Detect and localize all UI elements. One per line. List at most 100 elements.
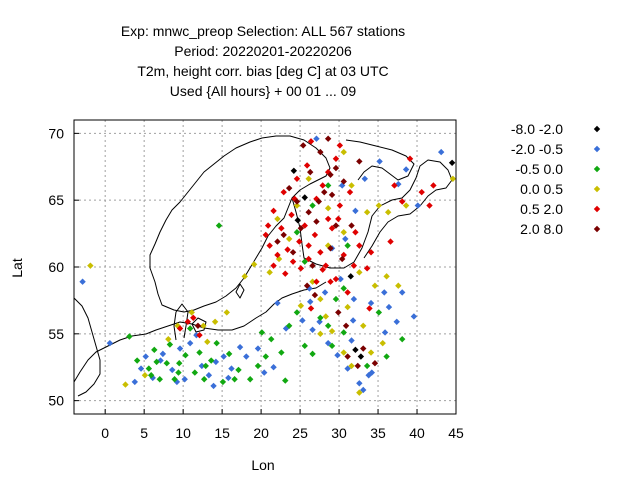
data-point <box>362 176 368 182</box>
data-point <box>305 242 311 248</box>
data-point <box>372 283 378 289</box>
data-point <box>387 238 393 244</box>
data-point <box>261 369 267 375</box>
data-point <box>203 363 209 369</box>
y-tick-label: 60 <box>48 259 64 275</box>
data-point <box>294 176 300 182</box>
data-point <box>337 142 343 148</box>
x-tick-label: 45 <box>448 425 464 441</box>
legend-label: -2.0 -0.5 <box>511 141 563 157</box>
title-line: Used {All hours} + 00 01 ... 09 <box>170 83 357 99</box>
data-point <box>333 156 339 162</box>
data-point <box>348 337 354 343</box>
data-point <box>169 367 175 373</box>
data-point <box>327 279 333 285</box>
data-point <box>366 305 372 311</box>
data-point <box>274 216 280 222</box>
data-point <box>225 375 231 381</box>
data-point <box>274 300 280 306</box>
data-point <box>360 323 366 329</box>
legend-label: 0.5 2.0 <box>520 201 563 217</box>
legend-marker <box>594 226 600 232</box>
data-point <box>312 232 318 238</box>
data-point <box>182 376 188 382</box>
data-point <box>177 345 183 351</box>
data-point <box>243 353 249 359</box>
data-point <box>356 380 362 386</box>
data-point <box>399 336 405 342</box>
legend-marker <box>594 186 600 192</box>
data-point <box>341 285 347 291</box>
data-point <box>220 379 226 385</box>
data-point <box>341 349 347 355</box>
data-point <box>341 229 347 235</box>
data-point <box>313 279 319 285</box>
data-point <box>122 381 128 387</box>
data-point <box>142 372 148 378</box>
data-point <box>305 176 311 182</box>
data-point <box>386 304 392 310</box>
data-point <box>281 189 287 195</box>
data-point <box>176 360 182 366</box>
data-point <box>187 340 193 346</box>
data-point <box>321 189 327 195</box>
data-point <box>325 205 331 211</box>
data-point <box>274 238 280 244</box>
data-point <box>210 383 216 389</box>
data-point <box>364 363 370 369</box>
x-tick-label: 10 <box>175 425 191 441</box>
legend-label: 2.0 8.0 <box>520 221 563 237</box>
data-point <box>418 189 424 195</box>
data-point <box>356 269 362 275</box>
data-point <box>381 289 387 295</box>
data-point <box>204 339 210 345</box>
data-point <box>305 209 311 215</box>
data-point <box>213 340 219 346</box>
data-point <box>182 352 188 358</box>
data-point <box>317 331 323 337</box>
data-point <box>364 265 370 271</box>
coastline-scandinavia <box>150 136 330 312</box>
data-point <box>317 249 323 255</box>
data-point <box>302 194 308 200</box>
data-point <box>358 353 364 359</box>
data-point <box>355 363 361 369</box>
data-point <box>376 309 382 315</box>
data-point <box>290 249 296 255</box>
data-point <box>165 336 171 342</box>
x-tick-label: 15 <box>214 425 230 441</box>
data-point <box>206 372 212 378</box>
data-point <box>364 209 370 215</box>
y-tick-label: 50 <box>48 393 64 409</box>
data-point <box>352 208 358 214</box>
data-point <box>263 353 269 359</box>
data-point <box>342 236 348 242</box>
data-point <box>368 349 374 355</box>
data-point <box>295 217 301 223</box>
data-point <box>212 319 218 325</box>
data-point <box>164 360 170 366</box>
data-point <box>376 158 382 164</box>
title-line: T2m, height corr. bias [deg C] at 03 UTC <box>137 63 388 79</box>
data-point <box>407 156 413 162</box>
data-point <box>288 212 294 218</box>
data-point <box>352 229 358 235</box>
data-point <box>299 317 305 323</box>
data-point <box>394 319 400 325</box>
data-point <box>309 327 315 333</box>
data-point <box>337 202 343 208</box>
data-point <box>220 353 226 359</box>
title-line: Period: 20220201-20220206 <box>174 43 352 59</box>
x-tick-label: 40 <box>409 425 425 441</box>
data-point <box>146 365 152 371</box>
data-point <box>333 296 339 302</box>
data-point <box>251 261 257 267</box>
data-point <box>368 300 374 306</box>
data-point <box>323 313 329 319</box>
y-tick-label: 65 <box>48 192 64 208</box>
data-point <box>224 309 230 315</box>
data-point <box>380 340 386 346</box>
data-point <box>175 369 181 375</box>
legend-marker <box>594 206 600 212</box>
